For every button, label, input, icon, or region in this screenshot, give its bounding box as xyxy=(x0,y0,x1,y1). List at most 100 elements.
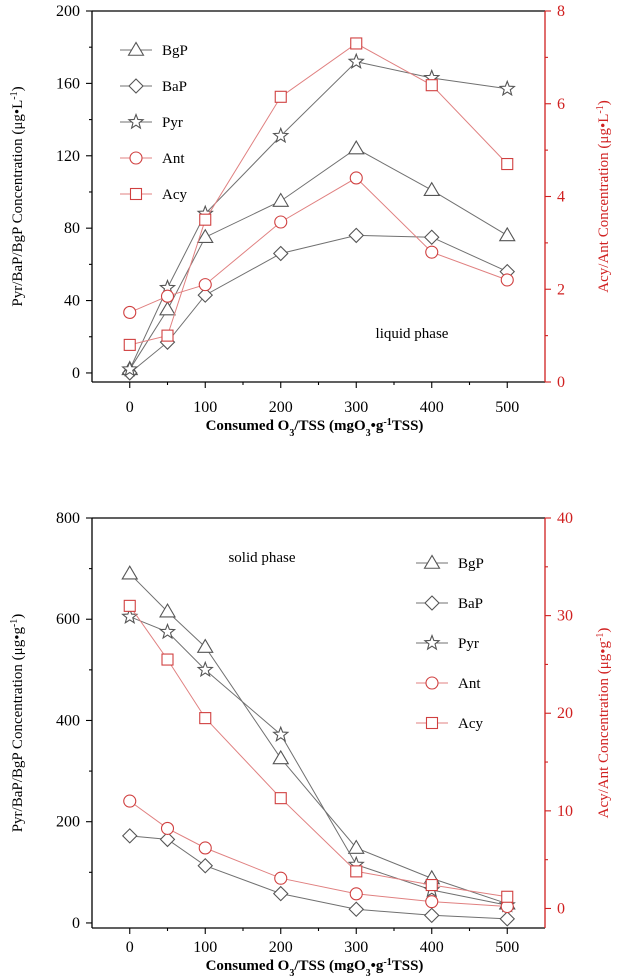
legend-label-pyr: Pyr xyxy=(162,115,183,131)
series-ant xyxy=(123,171,514,319)
chart-panel-1: 0 100 200 300 400 500 0 40 80 120 160 200 0 2 4 6 8 Pyr/B… xyxy=(9,3,613,439)
y-axis-title-right: Acy/Ant Concentration (μg•L-1) xyxy=(595,100,613,292)
y-tick-label-right: 30 xyxy=(557,608,573,625)
data-point-acy xyxy=(350,37,363,50)
data-point-bgp xyxy=(159,603,176,618)
data-point-bap xyxy=(423,229,440,245)
series-line-bap xyxy=(129,234,508,374)
data-point-ant xyxy=(160,821,175,835)
data-point-ant xyxy=(274,215,288,229)
y-tick-label-left: 200 xyxy=(56,814,80,831)
data-point-bgp xyxy=(196,228,214,244)
data-point-bgp xyxy=(423,181,441,196)
data-point-pyr xyxy=(272,126,290,144)
y-tick-label-left: 0 xyxy=(72,915,80,932)
y-tick-label-right: 10 xyxy=(557,803,573,820)
x-tick-label: 200 xyxy=(269,399,293,416)
data-point-pyr xyxy=(347,52,365,69)
legend-marker-pyr xyxy=(423,633,441,651)
data-point-pyr xyxy=(196,660,214,678)
data-point-acy xyxy=(199,213,212,226)
data-point-bap xyxy=(348,227,365,244)
data-point-bap xyxy=(197,287,214,303)
data-point-bap xyxy=(499,911,516,927)
y-tick-label-right: 40 xyxy=(557,510,573,527)
legend-label-ant: Ant xyxy=(458,676,481,692)
data-point-bgp xyxy=(272,749,290,765)
x-axis-title: Consumed O3/TSS (mgO3•g-1TSS) xyxy=(206,417,424,439)
legend-marker-acy xyxy=(129,187,143,201)
y-tick-label-right: 2 xyxy=(557,281,565,298)
x-tick-label: 400 xyxy=(420,939,444,956)
data-point-pyr xyxy=(158,622,177,640)
series-acy xyxy=(123,37,514,351)
x-tick-label: 300 xyxy=(344,399,368,416)
data-point-pyr xyxy=(498,79,516,97)
series-acy xyxy=(123,599,514,903)
data-point-bap xyxy=(197,857,214,874)
data-point-ant xyxy=(349,887,363,901)
data-point-ant xyxy=(123,305,137,319)
series-bap xyxy=(121,828,516,927)
y-tick-label-left: 160 xyxy=(56,75,80,92)
data-point-acy xyxy=(161,653,174,666)
y-tick-label-right: 0 xyxy=(557,374,565,391)
legend-label-bap: BaP xyxy=(458,596,483,612)
legend-label-bgp: BgP xyxy=(458,556,484,572)
series-pyr xyxy=(121,607,516,913)
data-point-bgp xyxy=(272,192,290,207)
legend-marker-ant xyxy=(129,151,143,165)
legend-marker-pyr xyxy=(127,112,145,130)
series-line-pyr xyxy=(129,616,508,906)
data-point-bap xyxy=(272,885,289,902)
y-tick-label-right: 8 xyxy=(557,3,565,20)
data-point-ant xyxy=(160,289,175,303)
legend-marker-bgp xyxy=(423,554,441,569)
series-line-pyr xyxy=(129,61,508,370)
x-tick-label: 200 xyxy=(269,939,293,956)
data-point-pyr xyxy=(121,360,139,377)
y-axis-title-left: Pyr/BaP/BgP Concentration (μg•g-1) xyxy=(9,614,27,833)
data-point-ant xyxy=(425,245,439,259)
series-bap xyxy=(121,227,516,381)
y-axis-title-left: Pyr/BaP/BgP Concentration (μg•L-1) xyxy=(9,86,27,306)
data-point-ant xyxy=(198,841,212,855)
legend-label-acy: Acy xyxy=(162,187,187,203)
x-tick-label: 100 xyxy=(193,939,217,956)
data-point-acy xyxy=(161,329,174,342)
y-tick-label-left: 80 xyxy=(64,220,80,237)
x-axis-title: Consumed O3/TSS (mgO3•g-1TSS) xyxy=(206,957,424,979)
legend: BgP BaP Pyr Ant Acy xyxy=(120,41,188,203)
legend-label-bgp: BgP xyxy=(162,43,188,59)
y-tick-label-left: 400 xyxy=(56,712,80,729)
y-tick-label-right: 20 xyxy=(557,705,573,722)
legend-marker-bap xyxy=(424,595,440,611)
legend-label-ant: Ant xyxy=(162,151,185,167)
x-tick-label: 0 xyxy=(126,939,134,956)
x-tick-label: 500 xyxy=(495,939,519,956)
legend-label-bap: BaP xyxy=(162,79,187,95)
data-point-acy xyxy=(274,792,287,805)
data-point-acy xyxy=(425,878,438,892)
legend-marker-bap xyxy=(128,78,144,94)
y-tick-label-left: 600 xyxy=(56,611,80,628)
legend-marker-bgp xyxy=(127,41,145,56)
series-bgp xyxy=(121,139,516,376)
x-tick-label: 500 xyxy=(495,399,519,416)
series-line-ant xyxy=(129,800,508,907)
data-point-pyr xyxy=(272,725,290,742)
phase-annotation: solid phase xyxy=(228,550,295,566)
data-point-ant xyxy=(198,278,212,292)
x-tick-label: 0 xyxy=(126,399,134,416)
phase-annotation: liquid phase xyxy=(376,326,449,342)
legend-marker-acy xyxy=(425,716,439,730)
legend: BgP BaP Pyr Ant Acy xyxy=(416,554,484,732)
data-point-acy xyxy=(199,712,212,725)
x-tick-label: 300 xyxy=(344,939,368,956)
data-point-ant xyxy=(274,871,288,885)
data-point-acy xyxy=(501,890,514,903)
y-tick-label-left: 40 xyxy=(64,293,80,310)
data-point-acy xyxy=(274,90,287,103)
